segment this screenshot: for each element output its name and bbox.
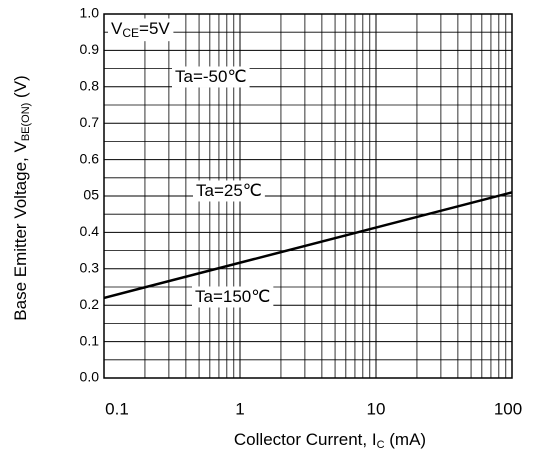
annotation-main: V <box>111 19 123 38</box>
y-tick-label: 0.1 <box>80 332 100 348</box>
annotation-text: Ta=-50℃ <box>175 67 247 86</box>
y-tick-label: 0.4 <box>80 223 100 239</box>
annotation-main: Ta=25℃ <box>196 181 262 200</box>
annotation-tail: =5V <box>139 19 170 38</box>
annotation-text: VCE=5V <box>111 19 170 40</box>
annotation-background <box>108 18 174 42</box>
annotation-background <box>193 180 265 202</box>
y-tick-label: 0.3 <box>80 260 100 276</box>
annotation-background <box>192 286 274 308</box>
y-tick-label: 1.0 <box>80 5 100 21</box>
x-tick-label: 1 <box>235 399 244 418</box>
annotation-main: Ta=-50℃ <box>175 67 247 86</box>
annotation-sub: CE <box>122 26 139 40</box>
annotation-text: Ta=25℃ <box>196 181 262 200</box>
annotation: Ta=25℃ <box>193 180 265 202</box>
x-tick-label: 0.1 <box>105 399 129 418</box>
annotation-main: Ta=150℃ <box>195 287 270 306</box>
y-tick-label: 0.2 <box>80 296 100 312</box>
y-tick-label: 0.7 <box>80 114 100 130</box>
annotation-background <box>172 66 250 88</box>
annotation: VCE=5V <box>108 18 174 42</box>
x-tick-label: 10 <box>367 399 386 418</box>
y-tick-label: 0.6 <box>80 150 100 166</box>
y-axis-label: Base Emitter Voltage, VBE(ON) (V) <box>11 75 31 320</box>
y-tick-label: 05 <box>83 187 99 203</box>
plot-frame <box>103 13 513 379</box>
annotation: Ta=-50℃ <box>172 66 250 88</box>
annotation-text: Ta=150℃ <box>195 287 270 306</box>
series-line <box>103 191 513 300</box>
x-tick-label: 100 <box>494 399 522 418</box>
y-tick-label: 0.8 <box>80 78 100 94</box>
y-tick-label: 0.0 <box>80 369 100 385</box>
y-tick-label: 0.9 <box>80 41 100 57</box>
x-axis-label: Collector Current, IC (mA) <box>234 430 426 450</box>
annotation: Ta=150℃ <box>192 286 274 308</box>
